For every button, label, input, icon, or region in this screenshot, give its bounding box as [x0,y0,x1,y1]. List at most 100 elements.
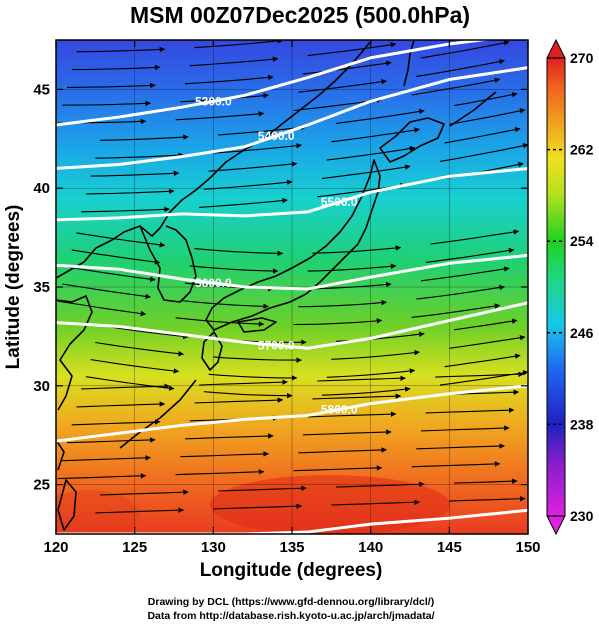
contour-line [56,253,528,291]
contour-line [56,508,528,534]
streamline [213,142,302,154]
streamline [95,152,184,159]
streamline [454,91,518,107]
coastline-shikoku [237,317,277,333]
streamline [312,393,402,400]
contour-line [56,384,528,443]
streamline [85,376,175,391]
x-tick-label: 125 [122,539,147,556]
x-tick-label: 130 [201,539,226,556]
coastline-mainland-asia [56,40,373,279]
streamline [95,341,184,357]
streamline [425,247,515,263]
coastline-korea [139,225,197,303]
streamline [194,397,284,404]
streamline [208,373,298,381]
streamline [293,465,383,472]
streamline [298,78,387,93]
colorbar-top-cap [546,38,566,59]
colorbar-tick-label: 262 [570,142,594,158]
x-tick-label: 140 [358,539,383,556]
streamline [76,232,166,248]
streamline [203,179,293,190]
streamline [66,82,156,89]
streamline [184,74,274,85]
streamline [326,368,416,378]
contour-line [56,40,493,127]
streamline [71,419,161,426]
streamline [203,391,293,399]
colorbar: 230 238 246 254 262 270 [546,38,594,536]
streamline [420,425,510,432]
streamline [208,161,298,172]
streamline [449,108,526,125]
streamline [326,145,416,161]
streamline [62,283,151,300]
x-tick-label: 145 [437,539,462,556]
streamline [62,100,151,107]
streamline [454,318,518,331]
streamline [336,108,425,124]
streamline [189,265,279,274]
streamline [416,443,505,450]
contour-label: 5800.0 [321,403,358,417]
x-axis: 120 125 130 135 140 145 150 [43,40,541,556]
contour-label: 5300.0 [195,94,232,108]
streamline [85,188,175,195]
streamline [293,318,383,326]
streamline [416,284,505,300]
streamline [425,407,515,414]
x-tick-label: 150 [515,539,540,556]
colorbar-tick-label: 254 [570,233,594,249]
colorbar-tick-label: 270 [570,50,594,66]
streamline [336,481,425,488]
streamline [439,370,528,386]
y-tick-label: 35 [33,279,50,296]
credit-line-2: Data from http://database.rish.kyoto-u.a… [147,610,434,622]
colorbar-tick-label: 246 [570,325,594,341]
streamline [100,134,189,141]
streamline [298,299,387,308]
streamline [317,375,406,382]
contour-line [56,66,528,170]
y-tick-label: 25 [33,477,50,494]
streamline [439,143,528,162]
streamline [175,111,265,121]
contour-label: 5600.0 [195,276,232,290]
streamline [302,281,392,290]
coastline-kurils [449,91,497,127]
streamline [298,447,387,454]
streamline [411,303,501,318]
streamline [184,433,274,440]
streamline [416,58,505,77]
streamline [302,429,392,436]
streamline [57,473,147,480]
contour-label: 5400.0 [258,129,295,143]
y-axis-label: Latitude (degrees) [3,205,24,370]
streamline [71,64,161,71]
contour-label: 5500.0 [321,195,358,209]
coastline-honshu [205,159,381,331]
streamline [194,40,284,49]
warm-patch [56,490,140,534]
streamline [90,170,180,177]
coastlines [56,40,497,531]
x-axis-label: Longitude (degrees) [200,560,383,581]
x-tick-label: 120 [43,539,68,556]
streamline [81,206,170,213]
streamline [76,46,166,53]
credit-line-1: Drawing by DCL (https://www.gfd-dennou.o… [148,596,434,608]
streamline [449,495,526,502]
streamline [218,124,307,136]
coastline-taiwan [57,479,77,531]
coastline-kyushu [201,331,223,371]
streamline [66,437,156,444]
streamline [189,56,279,67]
coastline-china-south [56,439,65,471]
streamline [312,245,402,254]
coastline-sakhalin [403,40,415,87]
streamline [444,353,521,368]
contour-label: 5700.0 [258,338,295,352]
contour-line [56,166,528,222]
